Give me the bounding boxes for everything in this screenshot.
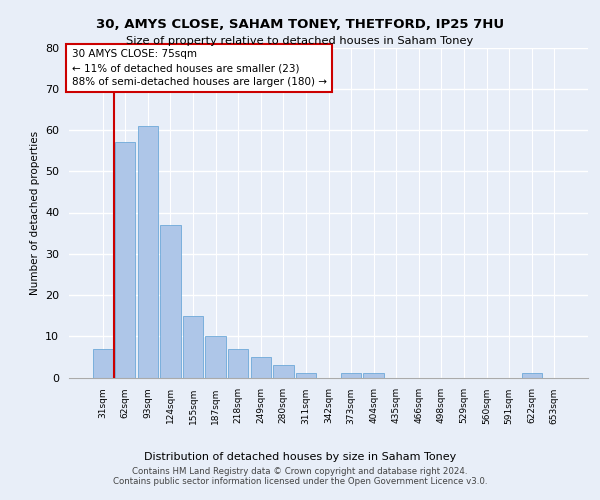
Bar: [115, 142, 136, 378]
Text: Size of property relative to detached houses in Saham Toney: Size of property relative to detached ho…: [127, 36, 473, 46]
Bar: [183, 316, 203, 378]
Bar: [92, 348, 113, 378]
Text: 30, AMYS CLOSE, SAHAM TONEY, THETFORD, IP25 7HU: 30, AMYS CLOSE, SAHAM TONEY, THETFORD, I…: [96, 18, 504, 30]
Bar: [296, 374, 316, 378]
Bar: [160, 225, 181, 378]
Bar: [228, 348, 248, 378]
Bar: [273, 365, 293, 378]
Bar: [205, 336, 226, 378]
Y-axis label: Number of detached properties: Number of detached properties: [29, 130, 40, 294]
Text: Contains HM Land Registry data © Crown copyright and database right 2024.: Contains HM Land Registry data © Crown c…: [132, 467, 468, 476]
Bar: [521, 374, 542, 378]
Text: 30 AMYS CLOSE: 75sqm
← 11% of detached houses are smaller (23)
88% of semi-detac: 30 AMYS CLOSE: 75sqm ← 11% of detached h…: [71, 49, 326, 87]
Bar: [364, 374, 384, 378]
Bar: [341, 374, 361, 378]
Text: Distribution of detached houses by size in Saham Toney: Distribution of detached houses by size …: [144, 452, 456, 462]
Text: Contains public sector information licensed under the Open Government Licence v3: Contains public sector information licen…: [113, 477, 487, 486]
Bar: [251, 357, 271, 378]
Bar: [138, 126, 158, 378]
